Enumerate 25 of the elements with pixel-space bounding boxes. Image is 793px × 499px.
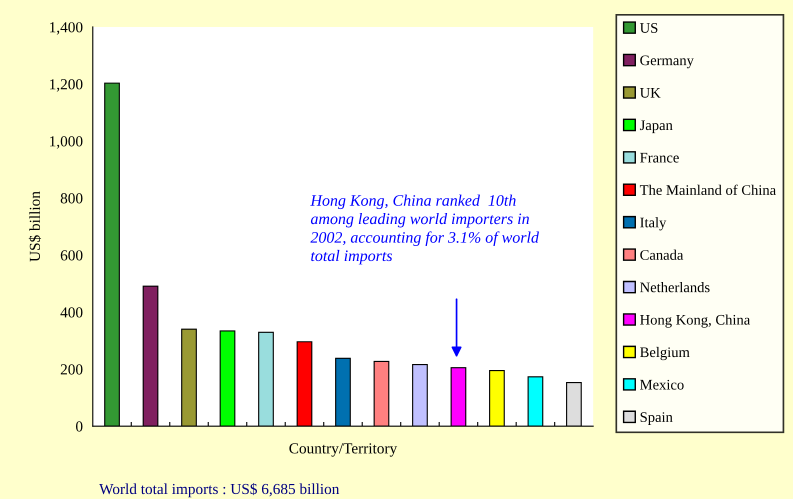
legend-label: Mexico — [640, 380, 684, 390]
annotation: Hong Kong, China ranked 10th among leading world importers in 2002, accounting for 3.1% of world total imports — [310, 194, 539, 264]
y-tick-label: 800 — [60, 193, 82, 204]
y-tick-label: 1,200 — [50, 79, 82, 92]
legend-label: Netherlands — [640, 282, 710, 292]
y-axis-title: US$ billion — [28, 191, 42, 262]
x-axis-title: Country/Territory — [289, 443, 398, 457]
legend-label: Hong Kong, China — [640, 314, 750, 328]
legend-label: Italy — [640, 217, 666, 230]
legend-label: France — [640, 152, 679, 163]
y-tick-label: 0 — [76, 421, 82, 432]
y-tick-label: 400 — [60, 307, 82, 318]
legend-label: Canada — [640, 250, 684, 260]
legend-label: US — [640, 23, 658, 33]
legend-label: Germany — [640, 55, 694, 68]
text: World total imports : US$ 6,685 billion — [99, 482, 340, 498]
y-tick-label: 1,000 — [50, 136, 82, 149]
legend-label: Spain — [640, 412, 673, 426]
legend-label: Belgium — [640, 346, 690, 360]
legend-label: Japan — [640, 120, 673, 134]
y-tick-label: 600 — [60, 250, 82, 261]
legend-label: UK — [640, 88, 661, 98]
legend-label: The Mainland of China — [640, 184, 776, 195]
y-tick-label: 200 — [60, 364, 82, 375]
y-tick-label: 1,400 — [50, 22, 82, 35]
